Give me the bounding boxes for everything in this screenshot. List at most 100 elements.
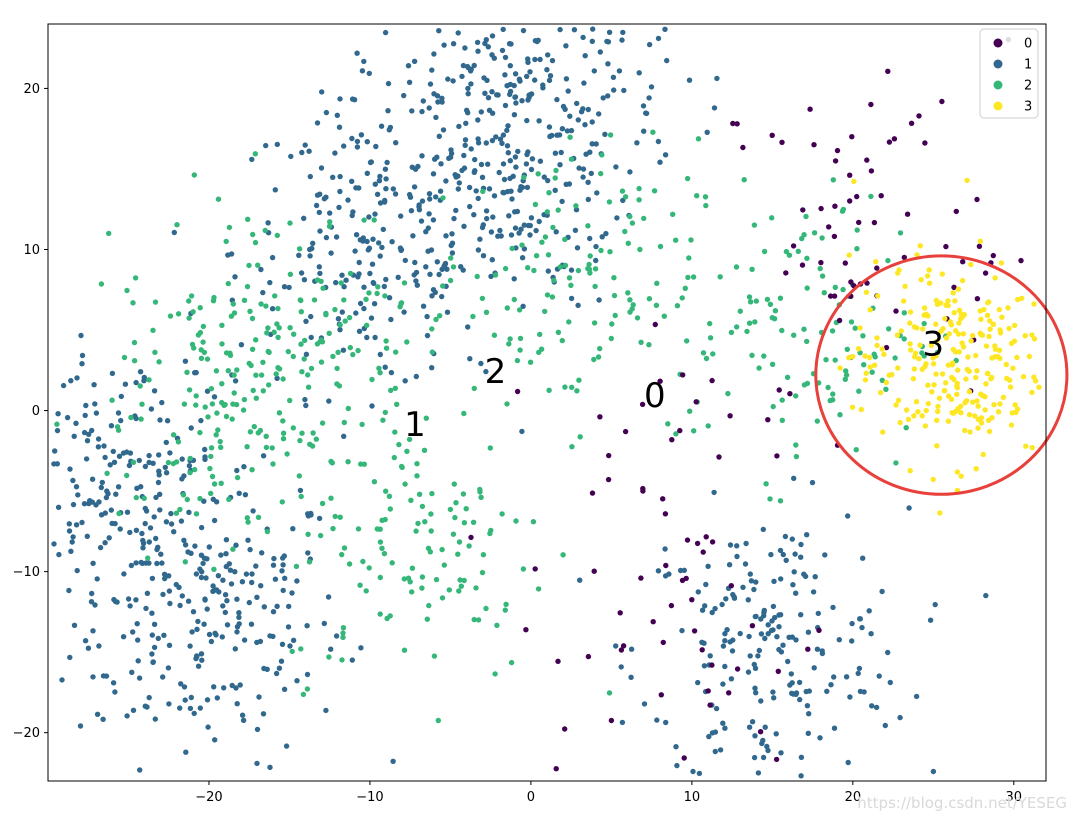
point-class-2 [252, 151, 258, 157]
point-class-1 [272, 576, 279, 582]
point-class-3 [997, 355, 1003, 362]
point-class-2 [404, 339, 410, 345]
point-class-1 [465, 85, 471, 92]
point-class-2 [597, 345, 603, 352]
point-class-2 [456, 588, 462, 594]
point-class-3 [894, 332, 901, 338]
point-class-2 [360, 558, 366, 565]
point-class-2 [650, 129, 656, 135]
point-class-3 [918, 277, 924, 283]
point-class-1 [582, 53, 588, 59]
point-class-2 [398, 463, 405, 470]
point-class-1 [83, 456, 90, 462]
point-class-1 [437, 188, 444, 194]
point-class-1 [313, 202, 320, 209]
point-class-1 [125, 596, 132, 602]
point-class-2 [767, 301, 774, 307]
point-class-2 [377, 370, 383, 376]
point-class-1 [182, 358, 189, 364]
point-class-1 [124, 509, 131, 515]
point-class-1 [201, 498, 207, 504]
point-class-2 [749, 352, 755, 358]
point-class-0 [856, 219, 862, 226]
point-class-2 [244, 283, 251, 290]
point-class-1 [791, 475, 797, 481]
point-class-0 [740, 144, 746, 151]
point-class-2 [193, 511, 200, 517]
point-class-1 [245, 537, 251, 543]
point-class-2 [654, 280, 660, 286]
point-class-1 [100, 716, 106, 722]
point-class-2 [844, 346, 850, 352]
point-class-1 [74, 567, 80, 574]
point-class-2 [447, 506, 454, 513]
point-class-1 [646, 41, 653, 48]
point-class-2 [470, 313, 476, 320]
point-class-3 [911, 413, 917, 419]
point-class-3 [945, 298, 951, 304]
point-class-2 [214, 410, 220, 416]
point-class-2 [138, 416, 144, 422]
point-class-1 [122, 381, 129, 387]
point-class-3 [877, 389, 884, 396]
point-class-1 [303, 351, 310, 357]
point-class-3 [992, 275, 998, 281]
point-class-1 [340, 347, 347, 353]
point-class-0 [555, 658, 561, 664]
point-class-1 [256, 694, 262, 700]
point-class-3 [897, 419, 903, 426]
point-class-1 [159, 399, 165, 406]
point-class-1 [386, 295, 393, 301]
point-class-1 [302, 142, 308, 148]
point-class-3 [883, 379, 889, 386]
legend-box [979, 28, 1039, 119]
point-class-2 [525, 265, 531, 271]
point-class-2 [627, 309, 633, 315]
point-class-3 [943, 380, 949, 386]
point-class-1 [618, 664, 624, 670]
point-class-2 [679, 295, 685, 301]
point-class-3 [948, 396, 955, 402]
point-class-0 [553, 766, 559, 772]
point-class-2 [487, 530, 493, 537]
point-class-3 [972, 413, 978, 419]
point-class-2 [363, 296, 369, 302]
point-class-1 [237, 682, 243, 688]
point-class-1 [110, 448, 117, 455]
point-class-1 [424, 313, 430, 320]
point-class-2 [634, 315, 641, 321]
point-class-3 [1005, 305, 1011, 311]
point-class-1 [317, 270, 323, 277]
point-class-3 [984, 312, 991, 318]
point-class-1 [674, 762, 680, 769]
point-class-2 [274, 232, 280, 239]
point-class-2 [477, 486, 483, 493]
point-class-0 [709, 662, 715, 668]
point-class-1 [323, 109, 330, 116]
point-class-1 [178, 518, 185, 524]
point-class-2 [682, 285, 688, 291]
legend-label-2: 2 [1024, 79, 1032, 94]
point-class-1 [913, 693, 920, 700]
point-class-1 [129, 669, 135, 675]
point-class-2 [355, 526, 362, 532]
point-class-0 [864, 157, 870, 163]
point-class-3 [982, 407, 988, 413]
point-class-1 [436, 133, 442, 139]
point-class-1 [906, 505, 912, 511]
point-class-3 [987, 326, 993, 332]
point-class-1 [720, 643, 727, 649]
point-class-1 [449, 240, 456, 246]
point-class-1 [339, 272, 345, 278]
point-class-3 [950, 410, 957, 416]
point-class-2 [598, 170, 604, 177]
point-class-2 [749, 266, 755, 272]
point-class-1 [574, 100, 580, 107]
point-class-1 [619, 37, 625, 43]
point-class-1 [515, 148, 521, 155]
point-class-3 [974, 368, 980, 374]
point-class-1 [435, 99, 441, 105]
point-class-1 [804, 703, 811, 709]
point-class-3 [903, 407, 910, 413]
point-class-1 [485, 161, 491, 167]
